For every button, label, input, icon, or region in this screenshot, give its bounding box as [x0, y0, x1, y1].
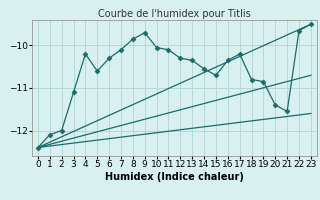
X-axis label: Humidex (Indice chaleur): Humidex (Indice chaleur) [105, 172, 244, 182]
Title: Courbe de l'humidex pour Titlis: Courbe de l'humidex pour Titlis [98, 9, 251, 19]
